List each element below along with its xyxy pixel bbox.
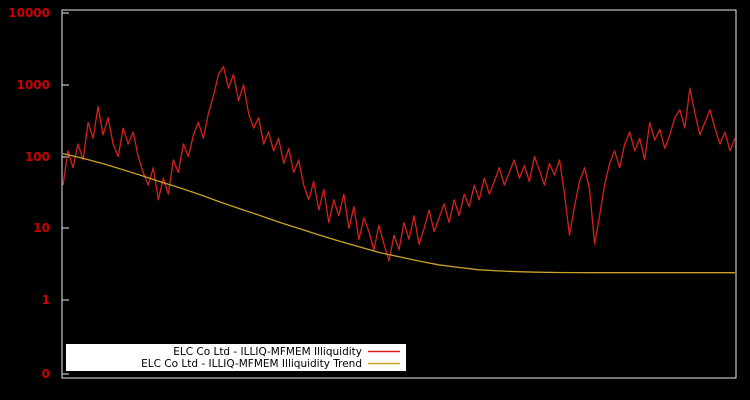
y-tick-label-10: 10: [33, 221, 50, 235]
series-group: [62, 65, 736, 274]
illiquidity-line: [62, 65, 736, 262]
y-tick-label-100: 100: [25, 150, 50, 164]
legend-box: [66, 344, 406, 371]
legend-label-illiquidity: ELC Co Ltd - ILLIQ-MFMEM Illiquidity: [173, 346, 362, 358]
illiquidity-trend-line: [62, 152, 735, 274]
plot-border: [61, 9, 737, 379]
y-tick-label-10000: 10000: [8, 6, 50, 20]
y-tick-label-1000: 1000: [17, 78, 50, 92]
y-axis: 10000 1000 100 10 1 0: [8, 6, 69, 381]
y-tick-label-1: 1: [42, 293, 50, 307]
y-tick-label-0: 0: [42, 367, 50, 381]
legend: ELC Co Ltd - ILLIQ-MFMEM Illiquidity ELC…: [66, 344, 406, 371]
legend-label-illiquidity-trend: ELC Co Ltd - ILLIQ-MFMEM Illiquidity Tre…: [141, 358, 362, 370]
